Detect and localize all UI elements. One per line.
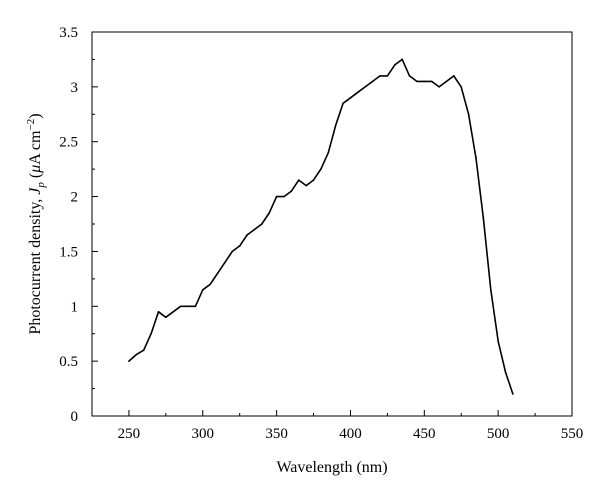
data-point [209, 283, 211, 286]
data-point [290, 190, 293, 192]
data-point [142, 349, 145, 351]
data-point [157, 310, 160, 313]
data-point [393, 64, 396, 66]
y-axis-label-unit-mu: μ [27, 165, 44, 174]
x-tick-label: 300 [192, 426, 215, 442]
x-tick-label: 550 [561, 426, 584, 442]
data-point [275, 195, 278, 198]
data-point [172, 310, 175, 313]
x-tick-label: 450 [413, 426, 436, 442]
plot-axes [91, 31, 573, 417]
y-axis-label-unit: A cm [27, 130, 44, 165]
data-point [283, 195, 285, 198]
y-axis-label-symbol: J [27, 187, 44, 195]
y-axis-label-prefix: Photocurrent density, [27, 195, 44, 335]
data-point [453, 75, 455, 77]
y-axis-label-unit-close: ) [27, 113, 44, 118]
y-tick-label: 3 [71, 80, 79, 96]
data-point [386, 75, 389, 77]
y-axis-label-unit-open: ( [27, 173, 44, 182]
data-point [475, 157, 477, 159]
data-point [416, 80, 418, 83]
data-point [261, 223, 263, 225]
y-axis-label-exponent: −2 [25, 119, 37, 131]
data-point [379, 75, 381, 77]
data-point [165, 316, 167, 319]
x-tick-label: 250 [118, 426, 141, 442]
y-axis-label: Photocurrent density, Jp (μA cm−2) [25, 113, 47, 334]
data-point [246, 234, 248, 236]
data-point [297, 179, 300, 181]
photocurrent-series-line [128, 58, 514, 395]
data-point [497, 340, 499, 343]
x-tick-label: 400 [339, 426, 362, 442]
y-tick-label: 1 [71, 299, 79, 315]
data-point [408, 75, 411, 77]
data-point [460, 86, 463, 88]
data-point [482, 217, 485, 220]
data-point [445, 80, 448, 83]
data-point [349, 97, 352, 99]
data-point [224, 261, 226, 264]
y-tick-label: 2 [71, 190, 79, 206]
data-point [371, 80, 374, 83]
data-point [430, 80, 433, 83]
data-point [238, 245, 241, 247]
data-point [401, 58, 403, 61]
y-tick-label: 1.5 [59, 244, 78, 260]
y-tick-label: 3.5 [59, 25, 78, 41]
x-tick-label: 350 [265, 426, 288, 442]
data-point [423, 80, 426, 83]
data-point [231, 250, 234, 253]
y-tick-label: 2.5 [59, 135, 78, 151]
data-point [150, 332, 152, 335]
data-point [334, 124, 337, 127]
data-point [357, 91, 359, 94]
data-point [194, 305, 197, 308]
data-point [327, 151, 330, 154]
data-point [128, 360, 130, 362]
data-point [216, 272, 219, 275]
x-tick-label: 500 [487, 426, 510, 442]
y-axis-label-subscript: p [35, 182, 47, 189]
data-point [438, 86, 440, 88]
data-point [305, 184, 307, 187]
data-point [320, 168, 322, 170]
axis-tick-labels: 250 300 350 400 450 500 550 0 0.5 1 1.5 2 2.5 3 3.5 [59, 25, 583, 442]
data-point [312, 179, 315, 181]
data-point [342, 102, 344, 105]
data-point [187, 305, 189, 308]
data-point [201, 289, 204, 291]
data-point [467, 113, 470, 116]
data-point [268, 212, 271, 214]
data-points [128, 58, 514, 395]
axis-ticks [91, 31, 573, 417]
y-tick-label: 0.5 [59, 354, 78, 370]
data-point [179, 305, 182, 308]
plot-frame [91, 31, 573, 417]
x-axis-label: Wavelength (nm) [276, 459, 387, 476]
data-point [364, 86, 367, 88]
data-point [135, 353, 138, 356]
data-point [512, 393, 514, 395]
data-point [504, 371, 507, 373]
data-point [253, 228, 256, 231]
y-tick-label: 0 [71, 409, 79, 425]
data-point [489, 289, 492, 291]
